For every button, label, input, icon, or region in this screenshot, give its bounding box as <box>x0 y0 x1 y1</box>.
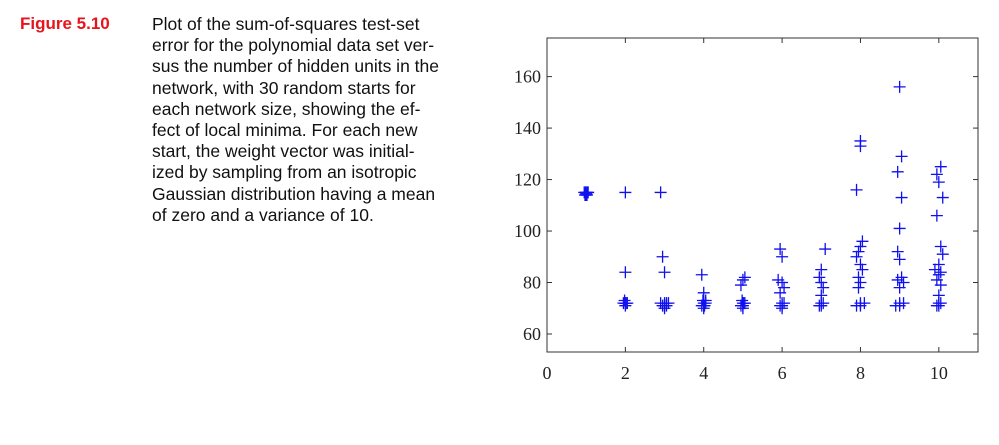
data-point <box>852 281 865 294</box>
data-point <box>776 276 789 289</box>
plot-frame <box>546 37 979 353</box>
data-point <box>893 80 906 93</box>
x-tick-label: 8 <box>856 363 865 383</box>
data-point <box>932 176 945 189</box>
data-point <box>852 245 865 258</box>
data-point <box>936 191 949 204</box>
data-point <box>934 160 947 173</box>
data-point <box>736 273 749 286</box>
data-point <box>934 279 947 292</box>
data-point <box>738 271 751 284</box>
data-point <box>891 273 904 286</box>
x-tick-label: 2 <box>621 363 630 383</box>
data-point <box>893 222 906 235</box>
data-point <box>854 276 867 289</box>
data-point <box>856 235 869 248</box>
caption-line: of zero and a variance of 10. <box>152 204 374 225</box>
caption-line: Plot of the sum-of-squares test-set <box>152 14 420 34</box>
data-point <box>697 286 710 299</box>
data-point <box>813 271 826 284</box>
data-point <box>934 266 947 279</box>
data-point <box>854 299 867 312</box>
data-point <box>893 253 906 266</box>
data-point <box>854 258 867 271</box>
data-point <box>891 165 904 178</box>
data-point <box>778 297 791 310</box>
data-point <box>776 302 789 315</box>
caption-line: each network size, showing the ef- <box>152 98 421 119</box>
data-point <box>654 186 667 199</box>
y-tick-label: 140 <box>514 118 541 138</box>
data-point <box>734 279 747 292</box>
caption-line: Gaussian distribution having a mean <box>152 183 436 204</box>
axis-ticks: 0 2 4 6 8 10 60 80 100 120 140 160 <box>514 38 978 383</box>
caption-line: error for the polynomial data set ver- <box>152 35 435 56</box>
data-point <box>893 281 906 294</box>
data-point <box>737 297 750 310</box>
figure-label: Figure 5.10 <box>20 14 110 33</box>
data-point <box>658 302 671 315</box>
data-point <box>852 271 865 284</box>
data-point <box>656 250 669 263</box>
data-point <box>891 245 904 258</box>
data-point <box>930 209 943 222</box>
data-point <box>850 250 863 263</box>
data-point <box>850 183 863 196</box>
caption-line: start, the weight vector was initial- <box>152 141 415 162</box>
y-tick-label: 160 <box>514 67 541 87</box>
data-point <box>697 299 710 312</box>
data-point <box>936 248 949 261</box>
data-point <box>695 268 708 281</box>
caption-line: fect of local minima. For each new <box>152 120 418 141</box>
data-point <box>815 276 828 289</box>
x-tick-label: 4 <box>699 363 708 383</box>
data-markers <box>578 80 949 315</box>
data-point <box>854 140 867 153</box>
x-tick-label: 6 <box>778 363 787 383</box>
y-tick-label: 100 <box>514 221 541 241</box>
data-point <box>619 186 632 199</box>
caption-line: ized by sampling from an isotropic <box>152 162 417 183</box>
data-point <box>934 240 947 253</box>
data-point <box>618 294 631 307</box>
data-point <box>776 250 789 263</box>
caption-line: sus the number of hidden units in the <box>152 56 439 77</box>
data-point <box>817 297 830 310</box>
data-point <box>660 299 673 312</box>
data-point <box>815 263 828 276</box>
y-tick-label: 120 <box>514 170 541 190</box>
data-point <box>932 299 945 312</box>
data-point <box>895 191 908 204</box>
data-point <box>619 266 632 279</box>
data-point <box>774 286 787 299</box>
data-point <box>699 294 712 307</box>
data-point <box>580 189 593 201</box>
data-point <box>817 281 830 294</box>
data-point <box>658 266 671 279</box>
data-point <box>774 243 787 256</box>
data-point <box>579 186 592 199</box>
data-point <box>932 268 945 281</box>
data-point <box>736 302 749 315</box>
data-point <box>895 150 908 163</box>
data-point <box>930 168 943 181</box>
data-point <box>856 263 869 276</box>
y-tick-label: 80 <box>523 273 541 293</box>
data-point <box>934 297 947 310</box>
data-point <box>893 299 906 312</box>
caption-line: network, with 30 random starts for <box>152 77 416 98</box>
data-point <box>819 243 832 256</box>
y-tick-label: 60 <box>523 324 541 344</box>
x-tick-label: 0 <box>543 363 552 383</box>
data-point <box>619 297 632 310</box>
data-point <box>736 294 749 307</box>
data-point <box>815 299 828 312</box>
x-tick-label: 10 <box>930 363 948 383</box>
figure-caption: Plot of the sum-of-squares test-set erro… <box>152 14 497 226</box>
data-point <box>854 240 867 253</box>
